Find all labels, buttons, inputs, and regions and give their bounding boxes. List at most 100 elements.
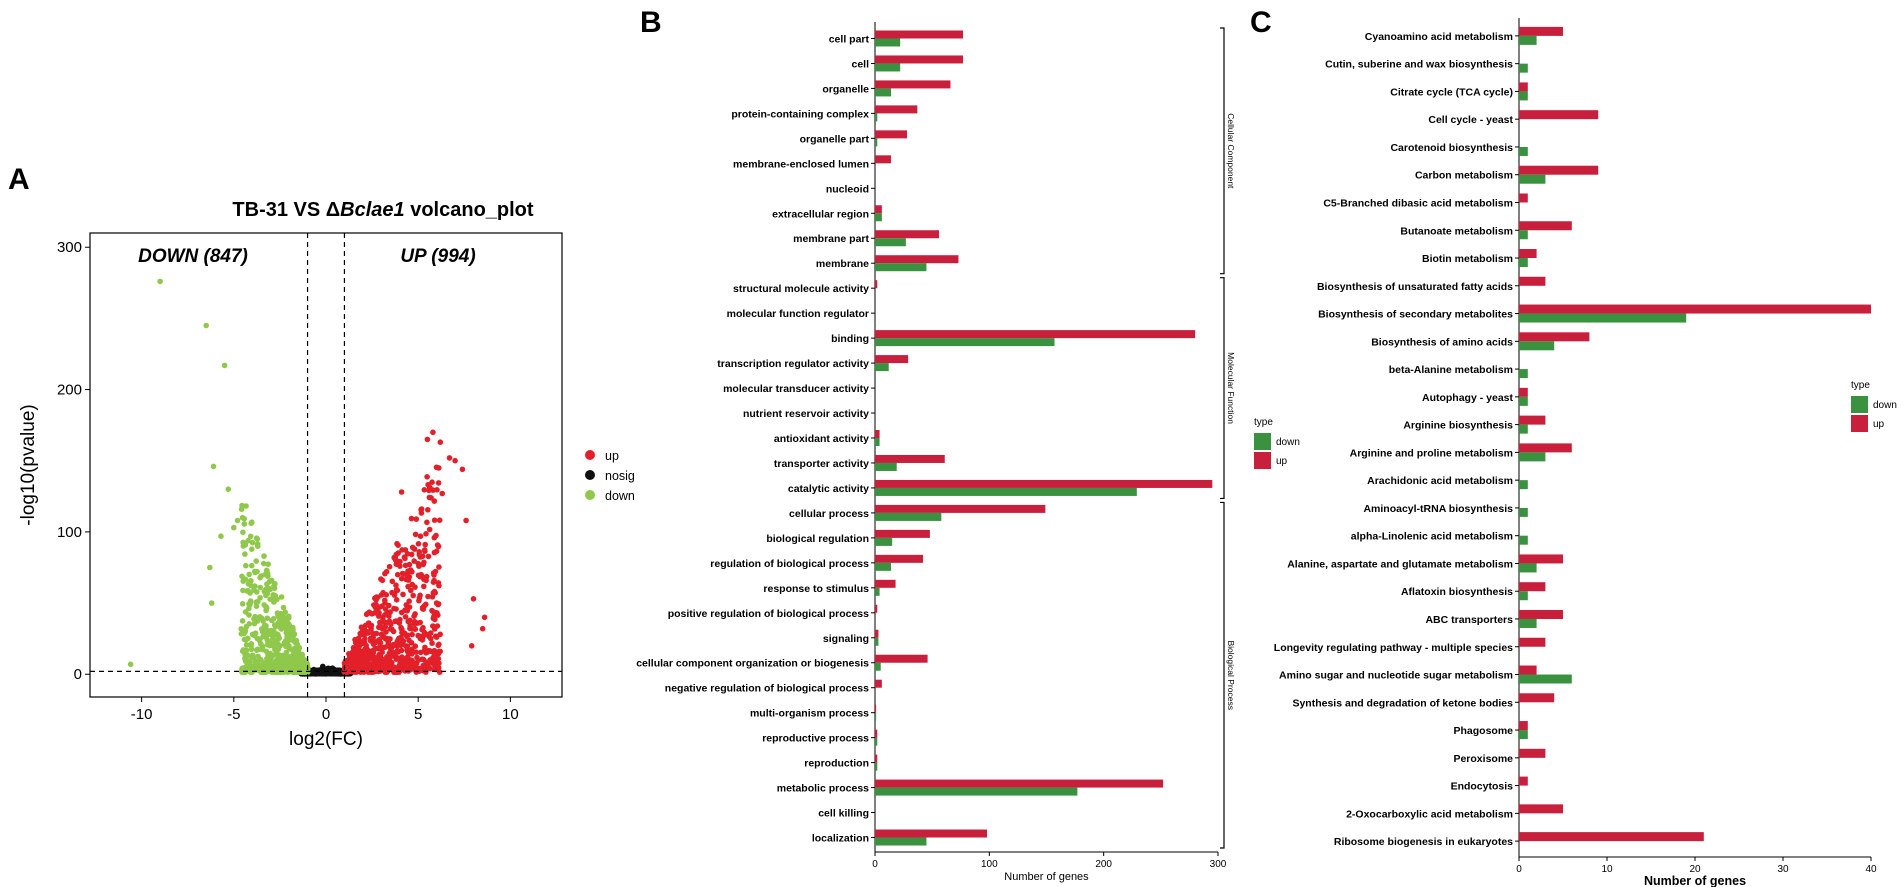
volcano-point-up	[402, 547, 409, 553]
x-tick-label: 30	[1777, 864, 1789, 875]
volcano-point-up	[365, 630, 371, 636]
volcano-point-down	[225, 486, 232, 493]
bar-up	[875, 604, 878, 613]
bar-down	[1519, 63, 1528, 73]
x-tick-label: 200	[1095, 859, 1112, 870]
bar-row: Arginine biosynthesis	[1403, 415, 1546, 434]
volcano-point-up	[398, 635, 404, 641]
bar-down	[1519, 396, 1528, 406]
volcano-point-down	[284, 633, 290, 640]
category-label: Peroxisome	[1453, 753, 1513, 765]
group-label: Biological Process	[1226, 640, 1236, 709]
volcano-point-down	[298, 652, 305, 658]
volcano-point-down	[231, 524, 237, 531]
category-label: membrane	[816, 258, 869, 270]
volcano-point-down	[258, 657, 264, 663]
category-label: structural molecule activity	[733, 283, 869, 295]
volcano-point-down	[240, 647, 247, 653]
volcano-point-up	[425, 663, 431, 670]
category-label: cell part	[829, 33, 870, 45]
bar-down	[1519, 452, 1546, 462]
category-label: reproduction	[804, 758, 869, 770]
bar-row: negative regulation of biological proces…	[665, 679, 882, 695]
bar-up	[1519, 832, 1704, 842]
bar-row: cellular process	[789, 504, 1046, 521]
volcano-point-up	[435, 655, 442, 662]
volcano-point-up	[420, 624, 426, 631]
bar-down	[875, 213, 882, 222]
bar-row: transporter activity	[774, 454, 945, 471]
bar-down	[1519, 535, 1528, 545]
panel-b-go-bar-chart: B cell part cell organelle protein-containi…	[636, 6, 1300, 883]
x-tick-label: 40	[1865, 864, 1877, 875]
bar-up	[875, 779, 1164, 788]
group-label: Cellular Component	[1226, 113, 1236, 189]
panel-a-volcano: A TB-31 VS ΔBclae1 volcano_plot -10 -5 0 5 1…	[8, 163, 635, 750]
volcano-point-up	[430, 570, 437, 576]
volcano-point-down	[278, 594, 285, 600]
volcano-point-down	[293, 637, 300, 644]
volcano-point-up	[412, 531, 419, 538]
volcano-point-up	[378, 631, 385, 638]
volcano-point-up	[370, 647, 377, 654]
bar-down	[875, 737, 878, 746]
bar-up	[875, 155, 892, 164]
volcano-point-down	[210, 463, 217, 470]
category-label: Citrate cycle (TCA cycle)	[1390, 86, 1513, 98]
volcano-point-up	[424, 436, 431, 443]
bar-down	[875, 762, 878, 771]
volcano-point-down	[203, 322, 209, 329]
volcano-point-up	[409, 544, 416, 551]
bar-row: molecular function regulator	[727, 308, 875, 320]
bar-up	[1519, 387, 1528, 397]
volcano-point-up	[370, 634, 377, 641]
volcano-point-up	[429, 479, 435, 486]
volcano-point-up	[401, 630, 408, 636]
bar-up	[1519, 165, 1599, 175]
volcano-point-up	[405, 583, 411, 590]
bar-up	[1519, 110, 1599, 120]
category-label: Alanine, aspartate and glutamate metabol…	[1287, 558, 1513, 570]
bar-row: Biosynthesis of unsaturated fatty acids	[1317, 276, 1546, 293]
category-label: response to stimulus	[763, 583, 869, 595]
volcano-point-down	[234, 517, 241, 524]
volcano-point-up	[382, 597, 388, 604]
volcano-point-up	[397, 616, 403, 623]
category-label: signaling	[823, 633, 869, 645]
volcano-point-up	[383, 664, 389, 670]
volcano-point-up	[395, 558, 401, 565]
volcano-point-up	[433, 548, 440, 555]
volcano-point-up	[408, 640, 415, 646]
group-bracket	[1220, 501, 1225, 849]
volcano-point-nosig	[323, 670, 329, 677]
volcano-point-up	[423, 531, 429, 537]
category-label: Arginine and proline metabolism	[1350, 447, 1513, 459]
volcano-x-axis-title: log2(FC)	[289, 729, 363, 750]
volcano-point-up	[384, 610, 391, 616]
volcano-point-up	[436, 669, 443, 675]
bar-down	[875, 537, 893, 546]
legend-label-down: down	[605, 489, 635, 503]
volcano-point-down	[272, 669, 278, 675]
volcano-point-up	[434, 542, 441, 548]
volcano-point-down	[261, 660, 268, 666]
bar-up	[875, 255, 959, 264]
bar-up	[1519, 776, 1528, 786]
volcano-point-up	[356, 644, 362, 651]
volcano-point-up	[435, 580, 442, 586]
volcano-point-down	[283, 649, 290, 656]
volcano-point-up	[386, 642, 392, 649]
volcano-point-up	[426, 526, 433, 533]
bar-up	[875, 30, 964, 39]
bar-up	[875, 754, 878, 763]
bar-down	[1519, 507, 1528, 517]
bar-down	[1519, 258, 1528, 268]
volcano-point-down	[254, 543, 261, 549]
volcano-point-up	[383, 619, 390, 626]
bar-row: catalytic activity	[788, 479, 1213, 496]
volcano-point-up	[397, 642, 404, 649]
volcano-point-down	[242, 629, 248, 635]
volcano-point-up	[413, 649, 419, 655]
volcano-point-up	[379, 649, 386, 656]
volcano-point-up	[424, 474, 430, 480]
